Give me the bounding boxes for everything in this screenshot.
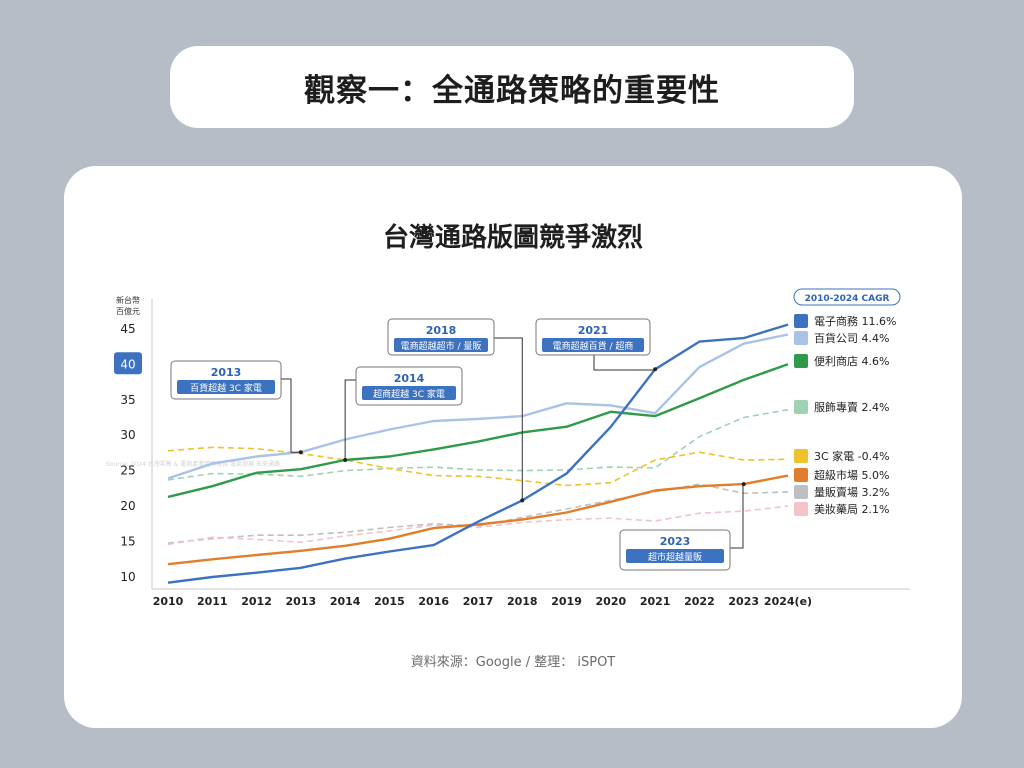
annotation-leader xyxy=(494,337,523,501)
annotation-year: 2014 xyxy=(394,372,425,385)
annotation: 2018 電商超越超市 / 量販 xyxy=(387,318,525,503)
legend-label: 服飾專賣 2.4% xyxy=(814,400,889,414)
annotation: 2023 超市超越量販 xyxy=(619,482,746,571)
legend-swatch xyxy=(794,468,808,482)
annotation-year: 2018 xyxy=(426,324,457,337)
annotation-point xyxy=(343,458,348,463)
legend-swatch xyxy=(794,502,808,516)
chart-card: 台灣通路版圖競爭激烈 新台幣 百億元 Source: 2024 台灣零售 & 電商… xyxy=(64,166,962,728)
legend-label: 便利商店 4.6% xyxy=(814,354,889,368)
annotation-year: 2023 xyxy=(660,535,691,548)
faint-source-note: Source: 2024 台灣零售 & 電商產業趨勢報告 電商發展 未來通路 xyxy=(106,460,280,468)
legend-title: 2010-2024 CAGR xyxy=(805,294,890,304)
annotation-point xyxy=(520,498,525,503)
y-tick-label: 45 xyxy=(120,322,135,336)
annotation-text: 超商超越 3C 家電 xyxy=(373,388,445,400)
legend-label: 超級市場 5.0% xyxy=(814,468,889,482)
y-tick-label: 15 xyxy=(120,535,135,549)
legend-title-pill xyxy=(793,288,901,306)
annotation-tag xyxy=(626,549,724,563)
series-line xyxy=(167,333,789,480)
annotation-leader xyxy=(593,355,656,371)
series-line xyxy=(167,446,789,487)
y-tick-label: 35 xyxy=(120,393,135,407)
annotation-tag xyxy=(542,338,644,352)
annotation: 2014 超商超越 3C 家電 xyxy=(343,366,463,463)
x-tick-label: 2019 xyxy=(551,595,582,608)
chart-title: 台灣通路版圖競爭激烈 xyxy=(383,222,643,253)
legend-swatch xyxy=(794,354,808,368)
annotation-tag xyxy=(394,338,488,352)
legend: 2010-2024 CAGR 電子商務 11.6% 百貨公司 4.4% 便利商店 4.… xyxy=(793,288,901,516)
annotation-year: 2021 xyxy=(578,324,609,337)
x-tick-label: 2018 xyxy=(507,595,538,608)
x-tick-label: 2014 xyxy=(330,595,361,608)
series-line xyxy=(167,323,789,584)
legend-swatch xyxy=(794,400,808,414)
annotation-point xyxy=(653,367,658,372)
series-line xyxy=(167,408,789,481)
annotation-leader xyxy=(344,379,356,461)
legend-label: 電子商務 11.6% xyxy=(814,314,896,328)
annotation-tag xyxy=(177,380,275,394)
legend-label: 量販賣場 3.2% xyxy=(814,485,889,499)
y-tick-label: 25 xyxy=(120,464,135,478)
y-tick-label: 30 xyxy=(120,428,135,442)
x-tick-label: 2024(e) xyxy=(764,595,812,608)
series-line xyxy=(167,363,789,499)
annotation: 2013 百貨超越 3C 家電 xyxy=(170,360,303,455)
legend-label: 3C 家電 -0.4% xyxy=(814,449,890,463)
y-tick-highlight xyxy=(114,352,142,375)
axes: 10 15 20 25 30 35 40 45 2010 2011 2012 2013 2014 2015… xyxy=(114,299,910,608)
x-tick-label: 2010 xyxy=(153,595,184,608)
x-tick-label: 2013 xyxy=(286,595,317,608)
legend-swatch xyxy=(794,314,808,328)
annotations: 2013 百貨超越 3C 家電 2014 超商超越 3C 家電 2018 電商超越超市 /… xyxy=(170,318,746,571)
legend-label: 美妝藥局 2.1% xyxy=(814,502,889,516)
legend-swatch xyxy=(794,331,808,345)
annotation-leader xyxy=(730,483,744,549)
x-tick-label: 2017 xyxy=(463,595,494,608)
page-heading: 觀察一：全通路策略的重要性 xyxy=(304,72,720,109)
x-tick-label: 2012 xyxy=(241,595,272,608)
legend-swatch xyxy=(794,485,808,499)
faint-source-text: Source: 2024 台灣零售 & 電商產業趨勢報告 電商發展 未來通路 xyxy=(106,460,280,468)
annotation-point xyxy=(298,450,303,455)
x-tick-label: 2023 xyxy=(728,595,759,608)
annotation-tag xyxy=(362,386,456,400)
y-tick-label: 20 xyxy=(120,499,135,513)
y-tick-label: 40 xyxy=(120,357,135,371)
series-line xyxy=(167,505,789,546)
x-tick-label: 2022 xyxy=(684,595,715,608)
legend-label: 百貨公司 4.4% xyxy=(814,331,889,345)
annotation-text: 超市超越量販 xyxy=(648,551,702,563)
annotation-leader xyxy=(281,378,301,453)
annotation-year: 2013 xyxy=(211,366,242,379)
series-lines xyxy=(167,323,789,584)
source-note: 資料來源：Google / 整理： iSPOT xyxy=(411,655,616,670)
y-axis-label-line: 百億元 xyxy=(116,306,140,316)
x-tick-label: 2021 xyxy=(640,595,671,608)
legend-swatch xyxy=(794,449,808,463)
annotation-text: 電商超越超市 / 量販 xyxy=(401,340,482,352)
annotation: 2021 電商超越百貨 / 超商 xyxy=(535,318,658,372)
heading-card: 觀察一：全通路策略的重要性 xyxy=(170,46,854,128)
annotation-text: 百貨超越 3C 家電 xyxy=(190,382,262,394)
x-tick-label: 2015 xyxy=(374,595,405,608)
x-tick-label: 2016 xyxy=(418,595,449,608)
annotation-text: 電商超越百貨 / 超商 xyxy=(553,340,634,352)
y-axis-label-line: 新台幣 xyxy=(116,295,140,305)
annotation-point xyxy=(741,482,746,487)
series-line xyxy=(167,474,789,566)
x-tick-label: 2020 xyxy=(596,595,627,608)
x-tick-label: 2011 xyxy=(197,595,228,608)
y-tick-label: 10 xyxy=(120,570,135,584)
